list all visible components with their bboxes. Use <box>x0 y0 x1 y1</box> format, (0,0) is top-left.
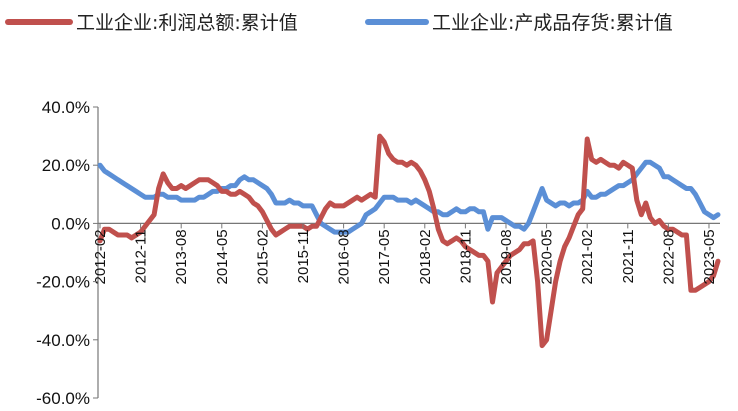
y-tick-label: 20.0% <box>42 156 90 175</box>
y-tick-label: -60.0% <box>36 389 90 408</box>
legend-label-profit: 工业企业:利润总额:累计值 <box>76 12 298 34</box>
x-tick-label: 2016-08 <box>336 229 353 284</box>
x-tick-label: 2012-11 <box>133 229 150 283</box>
legend-label-inventory: 工业企业:产成品存货:累计值 <box>432 12 673 34</box>
x-tick-label: 2019-08 <box>498 229 515 284</box>
x-tick-label: 2023-05 <box>701 229 718 284</box>
series-line-inventory <box>97 159 721 235</box>
x-tick-label: 2021-11 <box>620 229 637 283</box>
x-tick-label: 2015-02 <box>254 229 271 284</box>
x-tick-label: 2014-05 <box>214 229 231 284</box>
x-tick-label: 2012-02 <box>92 229 109 284</box>
x-tick-label: 2015-11 <box>295 229 312 283</box>
x-tick-label: 2017-05 <box>376 229 393 284</box>
x-tick-label: 2013-08 <box>173 229 190 284</box>
x-tick-label: 2018-11 <box>457 229 474 283</box>
y-tick-label: 40.0% <box>42 98 90 117</box>
x-tick-label: 2020-05 <box>539 229 556 284</box>
y-axis-ticks: 40.0% 20.0% 0.0% -20.0% -40.0% -60.0% <box>36 98 98 408</box>
y-tick-label: 0.0% <box>51 214 90 233</box>
x-axis-ticks: 2012-02 2012-11 2013-08 2014-05 2015-02 2015-… <box>92 223 718 284</box>
x-tick-label: 2021-02 <box>579 229 596 284</box>
x-tick-label: 2022-08 <box>660 229 677 284</box>
y-tick-label: -20.0% <box>36 273 90 292</box>
legend: 工业企业:利润总额:累计值 工业企业:产成品存货:累计值 <box>5 12 673 34</box>
axes <box>97 107 720 398</box>
x-tick-label: 2018-02 <box>417 229 434 284</box>
series-layer <box>97 133 721 349</box>
y-tick-label: -40.0% <box>36 331 90 350</box>
series-line-profit <box>97 133 721 349</box>
